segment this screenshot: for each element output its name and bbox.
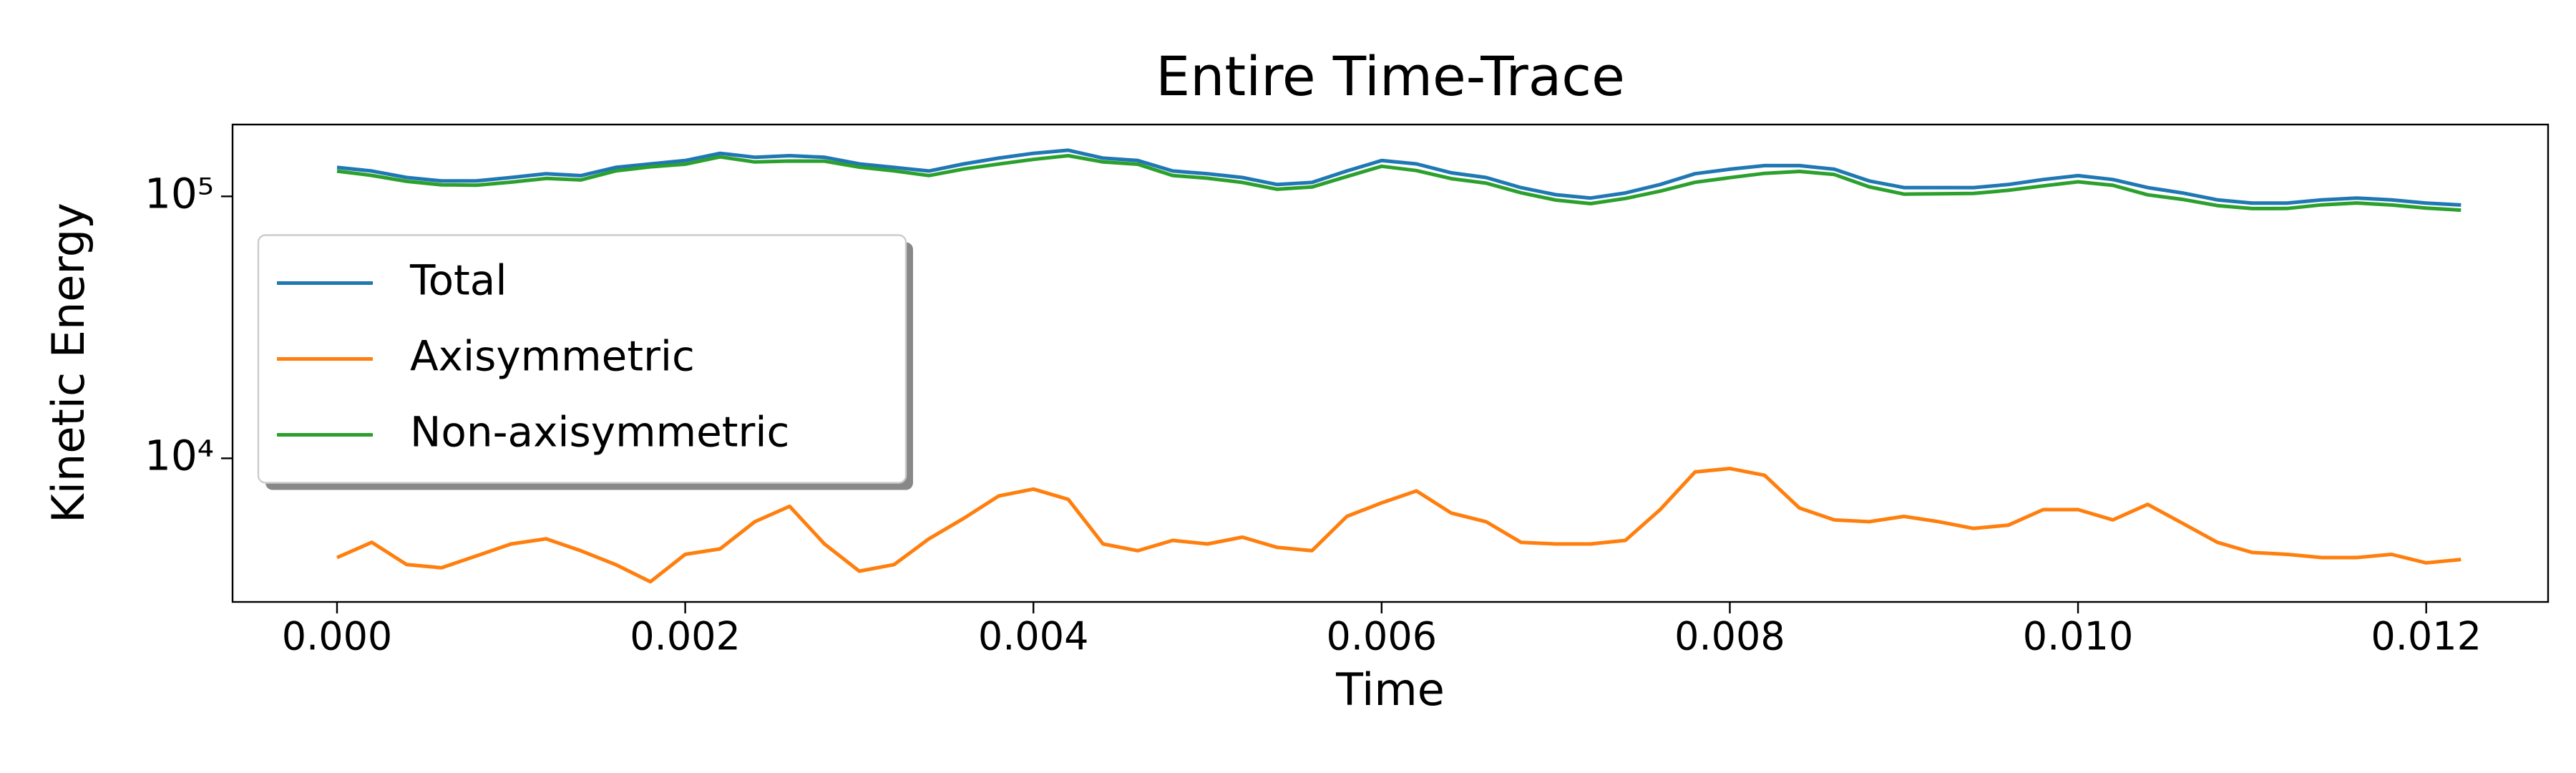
x-axis-label: Time xyxy=(1335,663,1445,716)
x-tick-label: 0.012 xyxy=(2371,614,2482,659)
y-tick-label: 10⁴ xyxy=(145,431,214,480)
plot-frame xyxy=(231,123,2550,603)
x-tick-label: 0.000 xyxy=(282,614,393,659)
x-tick-label: 0.006 xyxy=(1327,614,1438,659)
x-tick-label: 0.010 xyxy=(2023,614,2134,659)
x-tick-label: 0.008 xyxy=(1674,614,1785,659)
legend-label: Axisymmetric xyxy=(410,332,695,381)
y-tick-label: 10⁵ xyxy=(145,169,214,218)
y-axis-label: Kinetic Energy xyxy=(42,203,94,523)
series-line xyxy=(336,154,2462,213)
chart-title: Entire Time-Trace xyxy=(1156,44,1625,108)
x-tick-label: 0.004 xyxy=(978,614,1089,659)
legend-label: Total xyxy=(409,256,507,305)
series-line xyxy=(336,148,2462,207)
x-tick-label: 0.002 xyxy=(630,614,741,659)
legend-label: Non-axisymmetric xyxy=(410,408,789,457)
series-line xyxy=(336,467,2462,584)
legend xyxy=(257,234,907,484)
